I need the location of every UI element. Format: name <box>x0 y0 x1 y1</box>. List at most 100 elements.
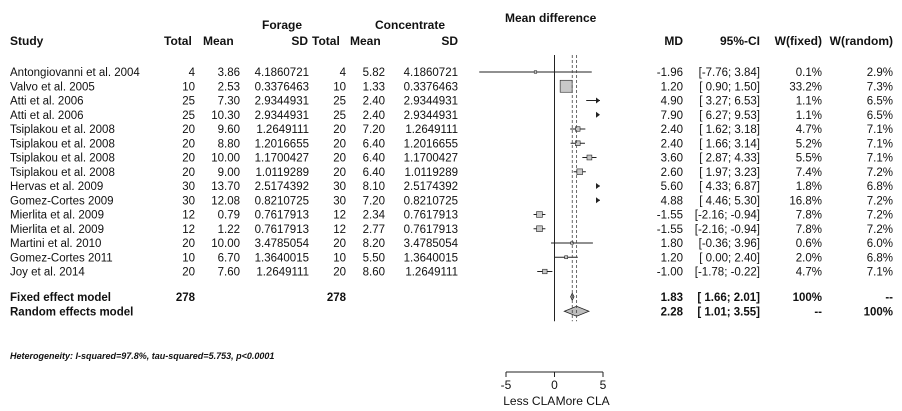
study-row-c-mean: 2.77 <box>363 224 385 236</box>
study-row-f-total: 12 <box>182 210 195 222</box>
truncation-arrow <box>596 197 600 204</box>
study-row-c-mean: 8.60 <box>363 267 385 279</box>
study-row-f-total: 20 <box>182 238 195 250</box>
study-row-w-fixed: 1.1% <box>796 110 822 122</box>
study-row-ci: [-7.76; 3.84] <box>699 67 760 79</box>
study-row-w-random: 7.1% <box>867 153 893 165</box>
study-row-f-sd: 2.9344931 <box>255 110 309 122</box>
study-row-w-fixed: 33.2% <box>789 81 822 93</box>
study-row-f-sd: 1.3640015 <box>255 252 309 264</box>
header-w-fixed: W(fixed) <box>775 34 822 48</box>
fixed-forage-total: 278 <box>176 292 196 304</box>
study-row-f-total: 20 <box>182 167 195 179</box>
weight-square <box>533 70 538 74</box>
study-row-c-sd: 1.2016655 <box>404 138 458 150</box>
study-row-ci: [ 4.46; 5.30] <box>699 195 760 207</box>
study-row-f-mean: 6.70 <box>218 252 240 264</box>
study-row-c-total: 25 <box>333 96 346 108</box>
study-row-c-mean: 1.33 <box>363 81 385 93</box>
x-tick-label: 0 <box>551 378 558 392</box>
study-row-md: 2.40 <box>661 124 683 136</box>
study-row-w-random: 2.9% <box>867 67 893 79</box>
study-row-c-total: 30 <box>333 181 346 193</box>
study-row-f-total: 10 <box>182 252 195 264</box>
study-row-f-sd: 1.2649111 <box>256 124 309 136</box>
header-concentrate: Concentrate <box>375 18 445 32</box>
study-row-ci: [ 3.27; 6.53] <box>699 96 760 108</box>
study-row-f-mean: 2.53 <box>218 81 240 93</box>
study-row-f-mean: 12.08 <box>211 195 240 207</box>
study-row-w-random: 7.2% <box>867 167 893 179</box>
study-row-f-mean: 10.30 <box>211 110 240 122</box>
study-row-ci: [-2.16; -0.94] <box>695 224 760 236</box>
study-row-study: Atti et al. 2006 <box>10 96 84 108</box>
study-row-f-sd: 0.8210725 <box>255 195 309 207</box>
study-row-study: Valvo et al. 2005 <box>10 81 95 93</box>
study-row-c-mean: 5.82 <box>363 67 385 79</box>
fixed-md: 1.83 <box>661 292 683 304</box>
study-row-c-total: 20 <box>333 124 346 136</box>
header-md: MD <box>664 34 683 48</box>
study-row-f-sd: 1.1700427 <box>255 153 309 165</box>
study-row-w-random: 6.5% <box>867 110 893 122</box>
fixed-model-label: Fixed effect model <box>10 292 111 304</box>
heterogeneity-note: Heterogeneity: I-squared=97.8%, tau-squa… <box>10 351 274 361</box>
study-row-study: Tsiplakou et al. 2008 <box>10 167 115 179</box>
study-row-w-random: 7.2% <box>867 224 893 236</box>
study-row-c-mean: 7.20 <box>363 195 385 207</box>
x-tick-label: -5 <box>501 378 512 392</box>
header-concentrate-total: Total <box>312 34 340 48</box>
fixed-w-fixed: 100% <box>793 292 822 304</box>
header-ci: 95%-CI <box>720 34 760 48</box>
study-row-f-sd: 2.9344931 <box>255 96 309 108</box>
study-row-f-total: 25 <box>182 110 195 122</box>
study-row-ci: [ 1.97; 3.23] <box>699 167 760 179</box>
x-right-label: More CLA <box>556 394 610 408</box>
study-row-f-total: 20 <box>182 138 195 150</box>
fixed-ci: [ 1.66; 2.01] <box>697 292 760 304</box>
study-row-f-mean: 0.79 <box>218 210 240 222</box>
weight-square <box>559 79 573 93</box>
study-row-c-total: 12 <box>333 224 346 236</box>
header-forage: Forage <box>262 18 302 32</box>
random-model-label: Random effects model <box>10 306 133 318</box>
study-row-c-mean: 6.40 <box>363 138 385 150</box>
study-row-c-total: 30 <box>333 195 346 207</box>
study-row-study: Martini et al. 2010 <box>10 238 101 250</box>
study-row-ci: [-0.36; 3.96] <box>699 238 760 250</box>
study-row-md: 3.60 <box>661 153 683 165</box>
study-row-md: 7.90 <box>661 110 683 122</box>
study-row-c-sd: 4.1860721 <box>404 67 458 79</box>
study-row-study: Mierlita et al. 2009 <box>10 224 104 236</box>
study-row-ci: [-1.78; -0.22] <box>695 267 760 279</box>
study-row-ci: [ 1.66; 3.14] <box>699 138 760 150</box>
study-row-w-fixed: 0.1% <box>796 67 822 79</box>
weight-square <box>576 168 583 175</box>
study-row-ci: [ 0.00; 2.40] <box>699 252 760 264</box>
study-row-c-sd: 0.8210725 <box>404 195 458 207</box>
study-row-study: Antongiovanni et al. 2004 <box>10 67 140 79</box>
study-row-study: Mierlita et al. 2009 <box>10 210 104 222</box>
study-row-f-mean: 8.80 <box>218 138 240 150</box>
study-row-w-fixed: 1.1% <box>796 96 822 108</box>
study-row-c-mean: 5.50 <box>363 252 385 264</box>
weight-square <box>564 255 568 260</box>
header-mean-difference: Mean difference <box>505 11 597 25</box>
study-row-ci: [ 0.90; 1.50] <box>699 81 760 93</box>
fixed-w-random: -- <box>885 292 893 304</box>
study-row-f-total: 4 <box>189 67 196 79</box>
study-row-f-mean: 9.60 <box>218 124 240 136</box>
weight-square <box>536 225 543 232</box>
study-row-c-mean: 6.40 <box>363 153 385 165</box>
study-row-c-total: 10 <box>333 81 346 93</box>
study-row-c-mean: 2.34 <box>363 210 386 222</box>
study-row-w-fixed: 16.8% <box>789 195 822 207</box>
header-forage-mean: Mean <box>203 34 234 48</box>
study-row-f-mean: 7.60 <box>218 267 240 279</box>
study-row-w-fixed: 4.7% <box>796 124 822 136</box>
random-w-random: 100% <box>864 306 893 318</box>
study-row-w-random: 6.0% <box>867 238 893 250</box>
study-row-ci: [-2.16; -0.94] <box>695 210 760 222</box>
random-ci: [ 1.01; 3.55] <box>697 306 760 318</box>
